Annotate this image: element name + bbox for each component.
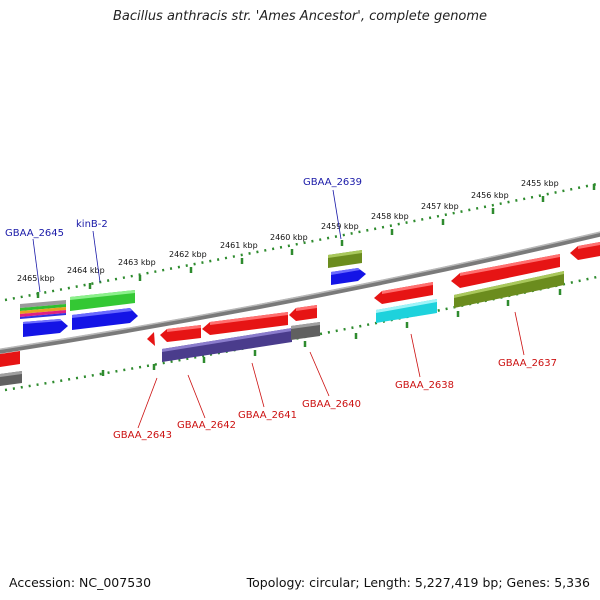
- ruler-upper-ticks: [36, 184, 596, 298]
- ruler-tick-labels: 2465 kbp 2464 kbp 2463 kbp 2462 kbp 2461…: [17, 179, 559, 283]
- tick-label: 2458 kbp: [371, 212, 409, 221]
- ruler-lower-ticks: [101, 289, 562, 376]
- leader-line: [309, 351, 330, 397]
- leader-line: [251, 362, 265, 408]
- tick-label: 2460 kbp: [270, 233, 308, 242]
- tick-label: 2457 kbp: [421, 202, 459, 211]
- gene-label[interactable]: GBAA_2642: [177, 420, 236, 431]
- tick-label: 2465 kbp: [17, 274, 55, 283]
- feature-kinb-2[interactable]: [70, 290, 138, 330]
- gene-label[interactable]: GBAA_2639: [303, 177, 362, 188]
- leader-line: [92, 230, 101, 283]
- tick-label: 2461 kbp: [220, 241, 258, 250]
- gene-label[interactable]: GBAA_2637: [498, 358, 557, 369]
- feature-gbaa-2640[interactable]: [289, 305, 320, 340]
- gene-label[interactable]: kinB-2: [76, 219, 108, 230]
- tick-label: 2459 kbp: [321, 222, 359, 231]
- feature-gbaa-2638[interactable]: [374, 282, 437, 323]
- gene-label[interactable]: GBAA_2640: [302, 399, 361, 410]
- leader-line: [137, 377, 158, 429]
- ruler-upper: [4, 182, 598, 302]
- tick-label: 2464 kbp: [67, 266, 105, 275]
- leader-line: [410, 333, 421, 378]
- feature-gbaa-2639[interactable]: [328, 250, 366, 285]
- leader-line: [332, 189, 342, 240]
- feature-gbaa-2645[interactable]: [20, 300, 68, 337]
- genome-backbone: [0, 231, 600, 354]
- tick-label: 2462 kbp: [169, 250, 207, 259]
- gene-label[interactable]: GBAA_2641: [238, 410, 297, 421]
- leader-line: [514, 311, 525, 356]
- feature-gbaa-2637[interactable]: [451, 254, 564, 308]
- genome-stats-label: Topology: circular; Length: 5,227,419 bp…: [246, 575, 590, 590]
- feature-gbaa-2642[interactable]: [160, 325, 201, 342]
- accession-label: Accession: NC_007530: [9, 575, 152, 590]
- tick-label: 2455 kbp: [521, 179, 559, 188]
- leader-line: [187, 374, 206, 419]
- feature-left-edge[interactable]: [0, 351, 22, 386]
- tick-label: 2456 kbp: [471, 191, 509, 200]
- gene-label[interactable]: GBAA_2645: [5, 228, 64, 239]
- gene-label[interactable]: GBAA_2638: [395, 380, 454, 391]
- map-title: Bacillus anthracis str. 'Ames Ancestor',…: [112, 9, 488, 24]
- gene-label[interactable]: GBAA_2643: [113, 430, 172, 441]
- feature-gbaa-2643[interactable]: [147, 332, 155, 346]
- feature-right-edge[interactable]: [570, 242, 600, 260]
- leader-line: [32, 238, 41, 293]
- tick-label: 2463 kbp: [118, 258, 156, 267]
- feature-gbaa-2641[interactable]: [162, 312, 292, 362]
